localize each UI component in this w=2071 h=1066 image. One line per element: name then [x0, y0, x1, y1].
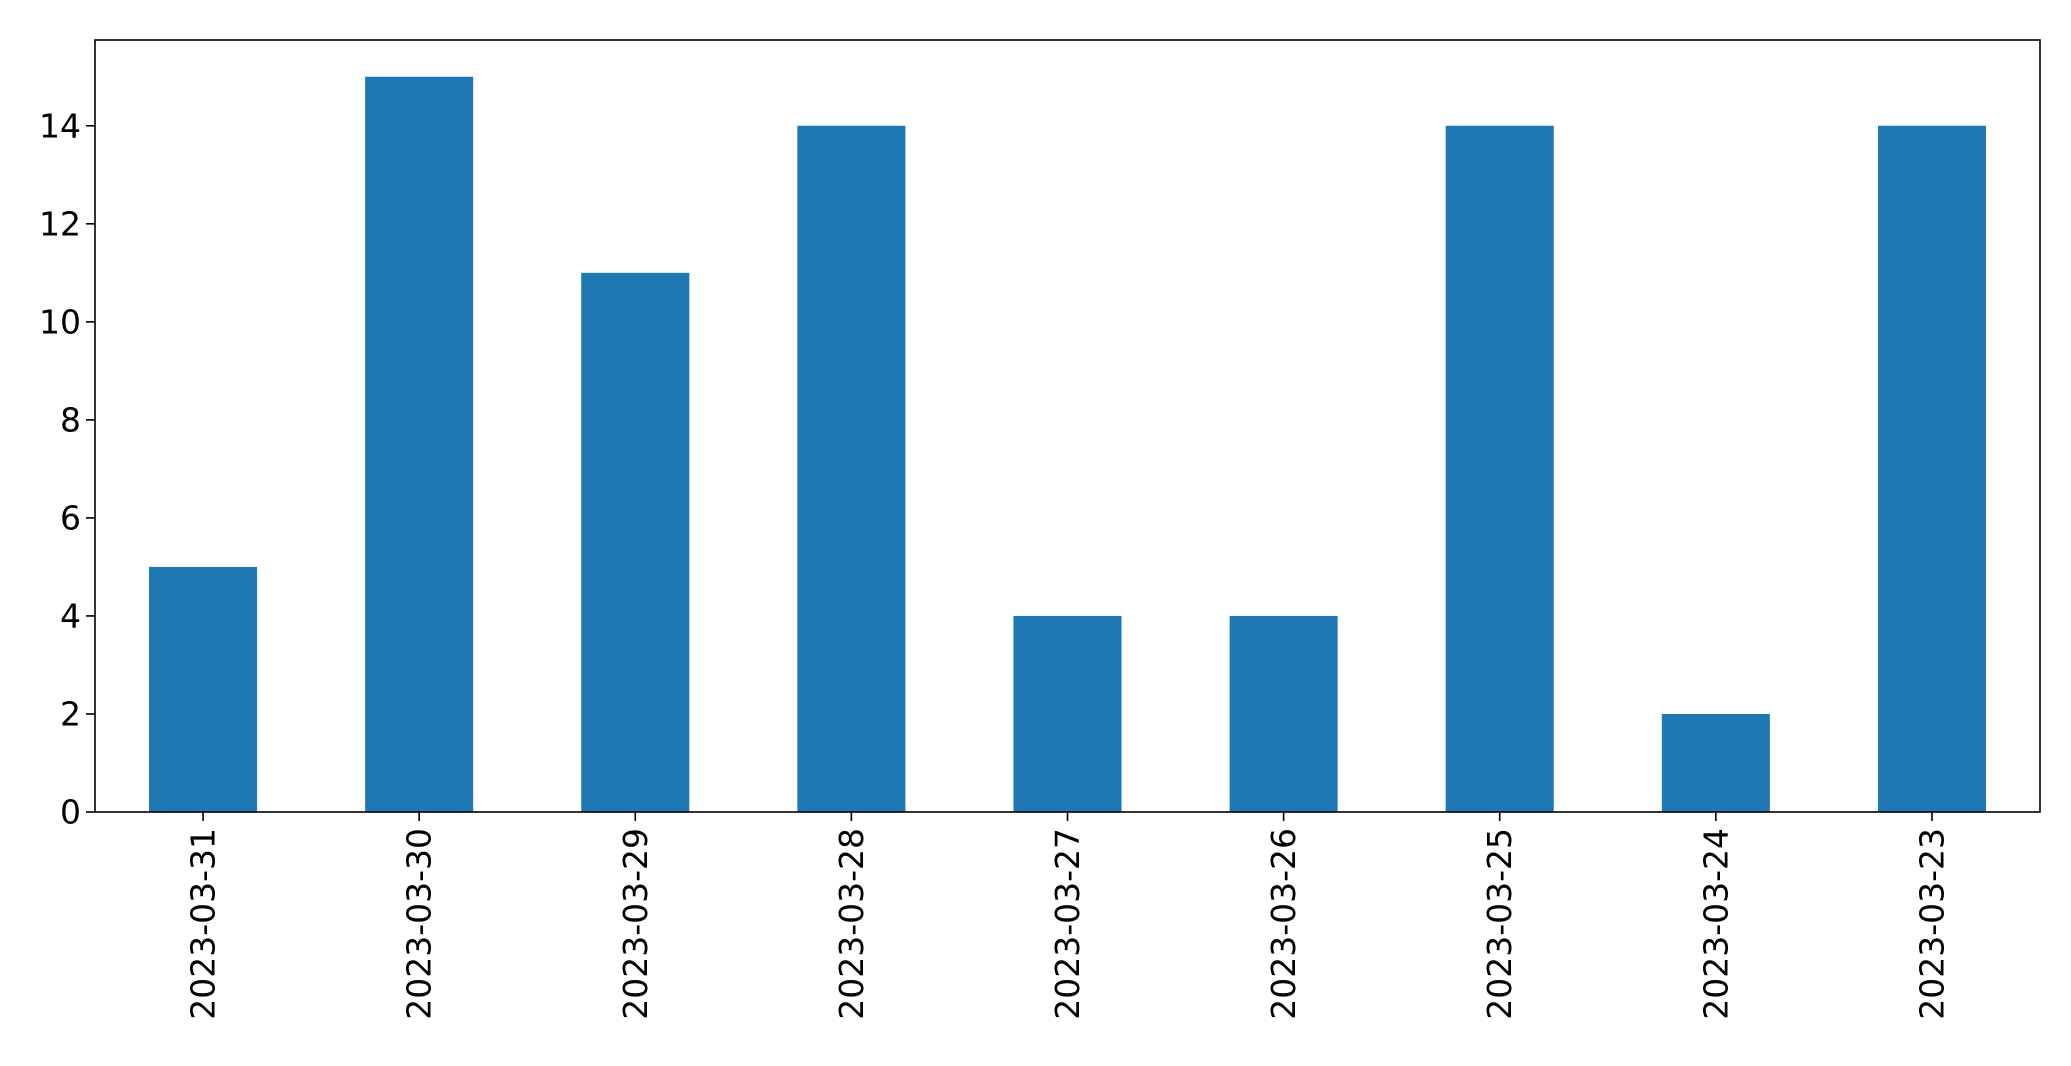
x-axis: 2023-03-31 2023-03-30 2023-03-29 2023-03-28… [184, 812, 1951, 1020]
x-tick-label: 2023-03-31 [184, 828, 223, 1020]
y-tick-label: 2 [60, 694, 81, 733]
bar-2023-03-25 [1445, 125, 1554, 813]
bar-2023-03-29 [581, 272, 690, 812]
y-tick-label: 12 [39, 204, 81, 243]
x-tick-label: 2023-03-25 [1480, 828, 1519, 1020]
x-tick-label: 2023-03-27 [1048, 828, 1087, 1020]
bar-2023-03-24 [1661, 713, 1770, 812]
bars-layer [149, 76, 1986, 813]
x-tick-label: 2023-03-30 [400, 828, 439, 1020]
bar-2023-03-26 [1229, 615, 1338, 812]
y-axis: 0 2 4 6 8 10 12 14 [39, 106, 95, 832]
bar-2023-03-31 [149, 566, 258, 812]
y-tick-label: 4 [60, 596, 81, 635]
x-tick-label: 2023-03-28 [832, 828, 871, 1020]
y-tick-label: 6 [60, 498, 81, 537]
y-tick-label: 10 [39, 302, 81, 341]
y-tick-label: 8 [60, 400, 81, 439]
x-tick-label: 2023-03-23 [1912, 828, 1951, 1020]
y-tick-label: 14 [39, 106, 81, 145]
bar-2023-03-27 [1013, 615, 1122, 812]
x-tick-label: 2023-03-24 [1696, 828, 1735, 1020]
plot-frame [94, 39, 2041, 813]
bar-2023-03-28 [797, 125, 906, 813]
x-tick-label: 2023-03-26 [1264, 828, 1303, 1020]
bar-2023-03-30 [365, 76, 474, 812]
y-tick-label: 0 [60, 793, 81, 832]
x-tick-label: 2023-03-29 [616, 828, 655, 1020]
bar-2023-03-23 [1877, 125, 1986, 813]
